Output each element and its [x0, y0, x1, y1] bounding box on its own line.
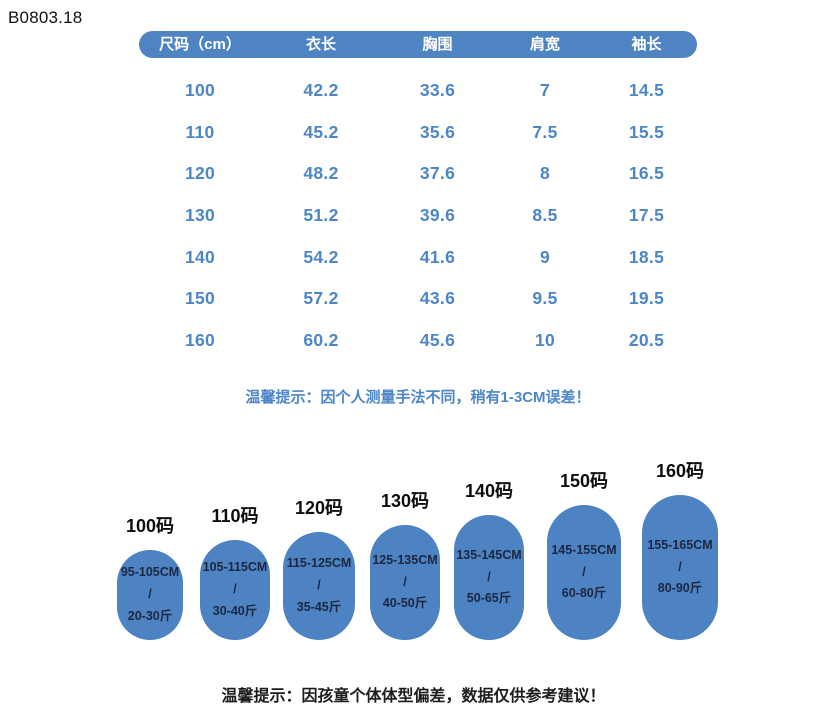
table-cell: 48.2: [303, 163, 339, 184]
size-guide-item-130: 130码 125-135CM / 40-50斤: [370, 487, 440, 640]
size-guide-label: 150码: [559, 471, 609, 491]
table-cell: 14.5: [628, 80, 665, 101]
weight-range: 20-30斤: [127, 608, 173, 623]
size-guide-item-140: 140码 135-145CM / 50-65斤: [454, 477, 524, 640]
table-cell: 7.5: [532, 121, 558, 142]
size-table: 尺码（cm） 衣长 胸围 肩宽 袖长 100 42.2 33.6 7 14.5 …: [139, 31, 697, 361]
table-cell: 39.6: [419, 205, 456, 226]
table-row: 130 51.2 39.6 8.5 17.5: [139, 195, 697, 237]
height-range: 125-135CM: [372, 552, 438, 567]
size-capsule: 155-165CM / 80-90斤: [642, 495, 718, 640]
table-cell: 8.5: [532, 205, 558, 226]
table-row: 110 45.2 35.6 7.5 15.5: [139, 112, 697, 154]
table-cell: 19.5: [628, 288, 665, 309]
table-cell: 20.5: [628, 329, 665, 350]
size-guide-label: 140码: [464, 481, 514, 501]
range-divider: /: [148, 587, 152, 602]
size-guide-label: 100码: [125, 516, 175, 536]
weight-range: 80-90斤: [657, 581, 703, 596]
table-cell: 37.6: [419, 163, 456, 184]
range-divider: /: [403, 574, 407, 589]
table-cell: 42.2: [303, 80, 339, 101]
table-cell: 35.6: [419, 121, 456, 142]
table-row: 140 54.2 41.6 9 18.5: [139, 236, 697, 278]
height-range: 135-145CM: [456, 547, 522, 562]
height-range: 105-115CM: [202, 560, 268, 575]
weight-range: 40-50斤: [382, 596, 428, 611]
size-guide-label: 110码: [211, 506, 259, 526]
size-guide-item-110: 110码 105-115CM / 30-40斤: [200, 502, 270, 640]
table-row: 120 48.2 37.6 8 16.5: [139, 153, 697, 195]
table-cell: 8: [539, 163, 551, 184]
weight-range: 35-45斤: [296, 599, 342, 614]
table-cell: 130: [184, 205, 216, 226]
table-row: 100 42.2 33.6 7 14.5: [139, 70, 697, 112]
table-cell: 10: [534, 329, 556, 350]
table-cell: 57.2: [303, 288, 339, 309]
height-range: 115-125CM: [286, 556, 352, 571]
size-capsule: 135-145CM / 50-65斤: [454, 515, 524, 640]
weight-range: 50-65斤: [466, 591, 512, 606]
table-cell: 43.6: [419, 288, 456, 309]
range-divider: /: [582, 564, 586, 579]
table-cell: 17.5: [628, 205, 665, 226]
weight-range: 30-40斤: [212, 603, 258, 618]
size-guide-label: 160码: [655, 461, 705, 481]
range-divider: /: [678, 559, 682, 574]
header-sleeve: 袖长: [631, 36, 662, 53]
table-cell: 9.5: [532, 288, 558, 309]
range-divider: /: [317, 578, 321, 593]
range-divider: /: [233, 582, 237, 597]
table-cell: 120: [184, 163, 216, 184]
height-range: 145-155CM: [551, 542, 617, 557]
range-divider: /: [487, 569, 491, 584]
table-cell: 140: [184, 246, 216, 267]
size-guide-item-100: 100码 95-105CM / 20-30斤: [117, 512, 183, 640]
table-cell: 110: [185, 121, 215, 142]
table-cell: 54.2: [303, 246, 339, 267]
size-guide-item-150: 150码 145-155CM / 60-80斤: [547, 467, 621, 640]
table-cell: 45.6: [419, 329, 456, 350]
size-capsule: 95-105CM / 20-30斤: [117, 550, 183, 640]
size-capsule: 115-125CM / 35-45斤: [283, 532, 355, 640]
table-cell: 160: [184, 329, 216, 350]
header-chest: 胸围: [422, 36, 453, 53]
table-cell: 18.5: [628, 246, 665, 267]
table-cell: 16.5: [628, 163, 665, 184]
table-row: 150 57.2 43.6 9.5 19.5: [139, 278, 697, 320]
table-cell: 150: [184, 288, 216, 309]
height-range: 95-105CM: [120, 565, 180, 580]
size-capsule: 125-135CM / 40-50斤: [370, 525, 440, 640]
table-cell: 33.6: [419, 80, 456, 101]
size-guide: 100码 95-105CM / 20-30斤 110码 105-115CM / …: [0, 430, 827, 650]
size-guide-label: 120码: [294, 498, 344, 518]
table-cell: 7: [539, 80, 551, 101]
size-guide-label: 130码: [380, 491, 430, 511]
table-row: 160 60.2 45.6 10 20.5: [139, 320, 697, 362]
size-guide-item-120: 120码 115-125CM / 35-45斤: [283, 494, 355, 640]
header-shoulder: 肩宽: [529, 36, 560, 53]
header-size-cm: 尺码（cm）: [159, 36, 241, 53]
table-cell: 9: [539, 246, 551, 267]
table-cell: 60.2: [303, 329, 339, 350]
weight-range: 60-80斤: [561, 586, 607, 601]
table-cell: 45.2: [303, 121, 339, 142]
size-capsule: 105-115CM / 30-40斤: [200, 540, 270, 640]
height-range: 155-165CM: [647, 537, 713, 552]
size-table-body: 100 42.2 33.6 7 14.5 110 45.2 35.6 7.5 1…: [139, 70, 697, 361]
size-guide-item-160: 160码 155-165CM / 80-90斤: [642, 457, 718, 640]
table-cell: 51.2: [303, 205, 339, 226]
table-cell: 15.5: [628, 121, 665, 142]
table-cell: 100: [184, 80, 216, 101]
product-code: B0803.18: [8, 8, 83, 27]
body-variance-tip-note: 温馨提示：因孩童个体体型偏差，数据仅供参考建议！: [221, 688, 606, 705]
size-table-header: 尺码（cm） 衣长 胸围 肩宽 袖长: [139, 31, 697, 58]
size-capsule: 145-155CM / 60-80斤: [547, 505, 621, 640]
header-garment-length: 衣长: [305, 36, 336, 53]
table-cell: 41.6: [419, 246, 456, 267]
measurement-tip-note: 温馨提示：因个人测量手法不同，稍有1-3CM误差！: [245, 389, 591, 406]
